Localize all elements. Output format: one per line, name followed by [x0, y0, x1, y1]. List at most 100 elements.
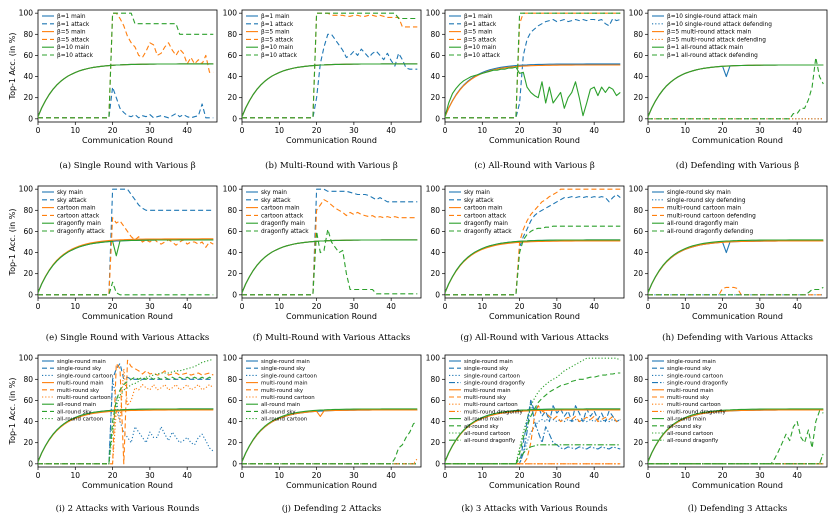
y-tick-label: 100 — [19, 185, 34, 194]
legend-entry: multi-round cartoon — [261, 395, 315, 401]
legend-entry: cartoon attack — [57, 213, 100, 219]
x-tick-label: 0 — [646, 126, 651, 135]
x-tick-label: 40 — [589, 126, 599, 135]
legend-entry: multi-round main — [57, 381, 104, 387]
y-tick-label: 80 — [633, 30, 643, 39]
y-axis-label: Top-1 Acc. (in %) — [8, 209, 17, 277]
legend-entry: cartoon main — [261, 206, 300, 212]
x-tick-label: 20 — [515, 471, 525, 480]
legend-entry: multi-round sky — [57, 388, 100, 394]
x-axis-label: Communication Round — [82, 136, 173, 145]
x-tick-label: 40 — [386, 302, 396, 311]
legend: β=10 single-round attack main β=10 single… — [652, 14, 772, 59]
legend-entry: multi-round sky — [464, 395, 507, 401]
series-line — [38, 408, 214, 462]
x-tick-label: 40 — [589, 471, 599, 480]
x-tick-label: 40 — [792, 126, 802, 135]
y-tick-label: 40 — [633, 72, 643, 81]
panel-caption: (g) All-Round with Various Attacks — [460, 332, 608, 343]
legend-entry: single-round main — [261, 359, 310, 365]
legend-entry: dragonfly main — [261, 221, 305, 227]
y-tick-label: 80 — [633, 375, 643, 384]
series-line — [445, 66, 621, 117]
legend-entry: β=1 attack — [261, 22, 294, 28]
legend-entry: multi-round main — [261, 381, 308, 387]
panel-caption: (h) Defending with Various Attacks — [662, 332, 813, 343]
legend-entry: β=10 main — [464, 45, 497, 51]
y-tick-label: 20 — [430, 93, 440, 102]
legend-entry: β=1 attack — [57, 22, 90, 28]
series-line — [648, 240, 824, 293]
x-tick-label: 10 — [681, 302, 691, 311]
x-axis-label: Communication Round — [286, 136, 377, 145]
y-tick-label: 60 — [227, 227, 237, 236]
x-axis-label: Communication Round — [489, 136, 580, 145]
x-axis-label: Communication Round — [489, 312, 580, 321]
y-tick-label: 40 — [23, 72, 33, 81]
series-line — [445, 405, 621, 465]
series-group — [648, 56, 824, 120]
y-tick-label: 20 — [227, 93, 237, 102]
y-tick-label: 0 — [638, 459, 643, 468]
series-line — [38, 359, 214, 465]
legend-entry: multi-round cartoon main — [667, 206, 741, 212]
y-tick-label: 100 — [19, 354, 34, 363]
series-group — [648, 408, 824, 465]
series-line — [242, 228, 418, 296]
x-tick-label: 0 — [240, 302, 245, 311]
x-tick-label: 0 — [443, 471, 448, 480]
x-tick-label: 10 — [478, 302, 488, 311]
legend-entry: dragonfly attack — [261, 229, 309, 235]
legend-entry: β=10 attack — [464, 53, 501, 59]
series-line — [38, 362, 214, 465]
series-line — [648, 410, 824, 465]
legend-entry: cartoon main — [464, 206, 503, 212]
legend-entry: all-round cartoon — [261, 417, 307, 423]
x-tick-label: 0 — [646, 302, 651, 311]
x-tick-label: 40 — [386, 471, 396, 480]
plot-frame — [37, 185, 218, 299]
y-tick-label: 100 — [223, 354, 238, 363]
series-line — [445, 240, 621, 293]
y-tick-label: 40 — [430, 248, 440, 257]
legend-entry: single-round cartoon — [261, 373, 317, 379]
y-tick-label: 100 — [629, 354, 644, 363]
y-tick-label: 100 — [19, 9, 34, 18]
x-tick-label: 40 — [792, 471, 802, 480]
series-line — [648, 64, 824, 117]
legend-entry: all-round main — [667, 417, 706, 423]
series-line — [445, 188, 621, 296]
y-tick-label: 20 — [430, 269, 440, 278]
series-line — [445, 408, 621, 462]
y-tick-label: 40 — [23, 248, 33, 257]
y-tick-label: 80 — [227, 375, 237, 384]
legend-entry: all-round dragonfly — [464, 438, 516, 444]
series-line — [445, 409, 621, 462]
series-line — [242, 33, 418, 119]
x-tick-label: 30 — [552, 471, 562, 480]
legend-entry: β=5 multi-round attack defending — [667, 37, 766, 43]
legend-entry: dragonfly main — [464, 221, 508, 227]
x-tick-label: 30 — [755, 471, 765, 480]
legend-entry: single-round sky — [57, 366, 102, 372]
y-tick-label: 60 — [227, 396, 237, 405]
plot-frame — [241, 9, 422, 123]
x-axis-label: Communication Round — [692, 136, 783, 145]
x-tick-label: 0 — [646, 471, 651, 480]
y-tick-label: 100 — [223, 9, 238, 18]
legend-entry: β=5 attack — [464, 37, 497, 43]
y-tick-label: 0 — [435, 459, 440, 468]
y-tick-label: 80 — [430, 206, 440, 215]
x-tick-label: 40 — [589, 302, 599, 311]
plot-frame — [37, 9, 218, 123]
x-tick-label: 0 — [443, 302, 448, 311]
chart-panel-j: 0 20 40 60 80 100 0 10 20 30 40 Communication Round… — [223, 354, 422, 514]
series-line — [445, 12, 621, 119]
legend-entry: multi-round dragonfly — [464, 409, 524, 415]
legend-entry: β=1 main — [57, 14, 86, 20]
